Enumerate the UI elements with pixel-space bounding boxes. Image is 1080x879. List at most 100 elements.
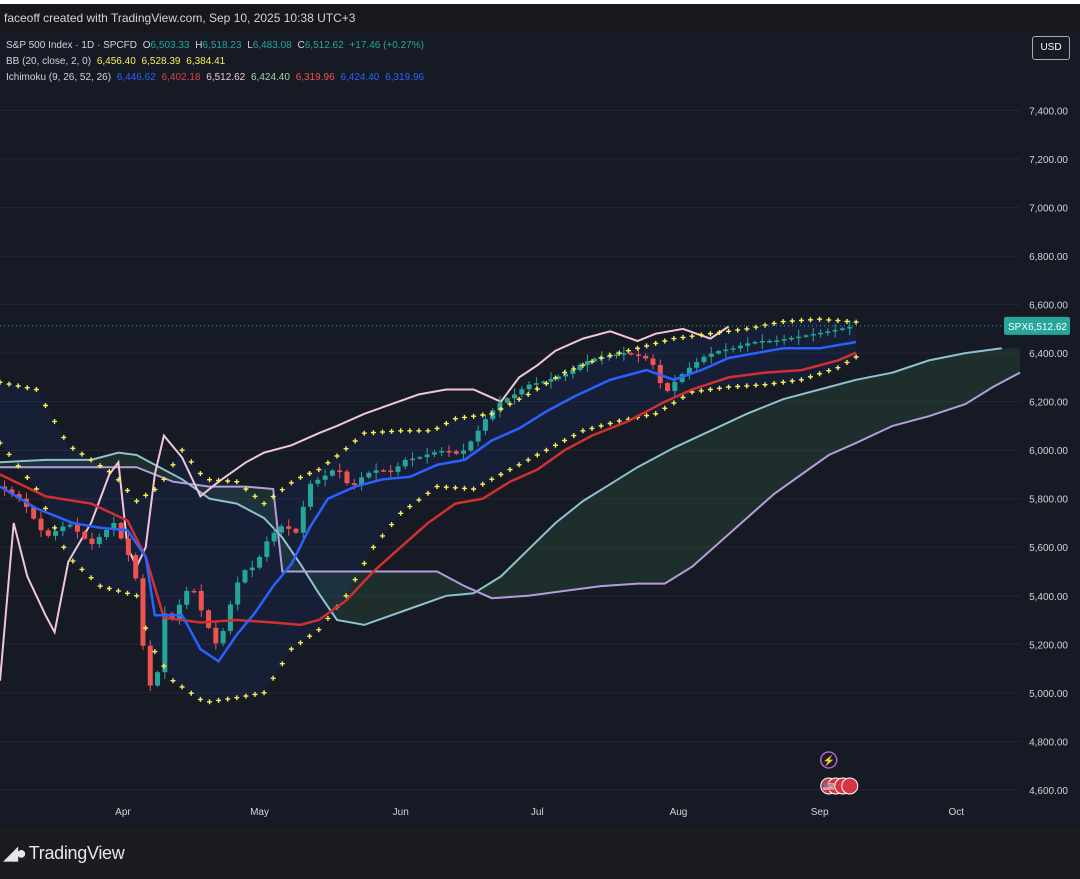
y-axis-tick-label: 7,400.00 — [1029, 107, 1068, 118]
chart-panel[interactable]: 4,600.00 4,800.00 5,000.00 5,200.00 5,400.00… — [0, 32, 1080, 828]
candle-body — [380, 470, 386, 472]
candle-body — [570, 369, 576, 374]
candle-body — [198, 590, 204, 611]
candle-body — [424, 454, 430, 458]
candle-body — [453, 451, 459, 454]
candle-body — [74, 524, 80, 532]
y-axis-tick-label: 7,200.00 — [1029, 155, 1068, 166]
candle-body — [737, 345, 743, 349]
ichimoku-extra2-value: 6,319.96 — [385, 72, 425, 83]
bb-lower-value: 6,384.41 — [186, 56, 226, 67]
candle-body — [584, 361, 590, 365]
candle-body — [439, 451, 445, 453]
last-price-symbol: SPX — [1008, 322, 1028, 333]
candle-body — [839, 328, 845, 330]
candle-body — [220, 630, 226, 644]
candle-body — [621, 353, 627, 355]
candle-body — [548, 379, 554, 382]
bb-lower-band — [0, 354, 859, 705]
lightning-icon: ⚡ — [823, 754, 835, 767]
candle-body — [847, 327, 853, 329]
conversion-line — [0, 340, 857, 664]
ohlc-low-value: 6,483.08 — [252, 40, 292, 51]
candle-body — [315, 479, 321, 484]
earnings-event-badge — [820, 751, 838, 769]
candle-body — [606, 355, 612, 358]
candle-body — [665, 383, 671, 391]
candle-body — [541, 381, 547, 384]
candle-body — [614, 354, 620, 356]
candle-body — [125, 538, 131, 556]
price-chart[interactable]: 4,600.00 4,800.00 5,000.00 5,200.00 5,400.00… — [0, 32, 1080, 828]
candle-body — [147, 645, 153, 686]
candle-body — [796, 336, 802, 339]
candle-body — [701, 356, 707, 363]
candle-body — [96, 536, 102, 544]
candle-body — [577, 364, 583, 370]
ohlc-close-value: 6,512.62 — [304, 40, 344, 51]
x-axis-tick-label: Oct — [948, 807, 964, 818]
candle-body — [322, 475, 328, 480]
candle-body — [475, 430, 481, 442]
y-axis-tick-label: 6,400.00 — [1029, 349, 1068, 360]
candle-body — [388, 470, 394, 473]
ichimoku-label: Ichimoku (9, 26, 52, 26) — [6, 72, 112, 83]
candle-body — [82, 531, 88, 539]
brand-name: TradingView — [28, 843, 125, 863]
y-axis-tick-label: 5,000.00 — [1029, 689, 1068, 700]
x-axis-tick-label: Aug — [670, 807, 688, 818]
y-axis-tick-label: 6,200.00 — [1029, 398, 1068, 409]
ichimoku-lead1-value: 6,424.40 — [251, 72, 290, 83]
candle-body — [694, 362, 700, 368]
currency-button[interactable]: USD — [1032, 36, 1070, 60]
y-axis-tick-label: 6,000.00 — [1029, 446, 1068, 457]
candle-body — [206, 610, 212, 628]
candle-body — [825, 331, 831, 333]
candle-body — [293, 528, 299, 533]
candle-body — [592, 358, 598, 362]
candle-body — [45, 530, 51, 536]
legend-bb-row: BB (20, close, 2, 0) 6,456.40 6,528.39 6… — [6, 54, 427, 70]
candle-body — [140, 578, 146, 646]
tv-logo-icon: ◢● — [4, 843, 27, 863]
candle-body — [395, 466, 401, 472]
candle-body — [563, 373, 569, 377]
candle-body — [191, 590, 197, 593]
y-axis-tick-label: 5,200.00 — [1029, 640, 1068, 651]
y-axis-tick-label: 4,600.00 — [1029, 786, 1068, 797]
candle-body — [402, 459, 408, 467]
candle-body — [213, 627, 219, 644]
candle-body — [104, 529, 110, 537]
candle-body — [176, 604, 182, 620]
candle-body — [446, 451, 452, 453]
ohlc-change-value: +17.46 (+0.27%) — [349, 40, 424, 51]
ichimoku-extra1-value: 6,424.40 — [340, 72, 380, 83]
candle-body — [650, 358, 656, 365]
candle-body — [417, 457, 423, 459]
candle-body — [184, 590, 190, 605]
leading-span-b-line — [0, 371, 1021, 600]
candle-body — [16, 494, 22, 499]
candle-body — [512, 394, 518, 399]
x-axis-tick-label: Jun — [393, 807, 409, 818]
candle-body — [373, 470, 379, 473]
candle-body — [781, 339, 787, 341]
ohlc-high-key: H — [195, 40, 203, 51]
candle-body — [410, 458, 416, 461]
candle-body — [31, 506, 37, 519]
candle-body — [257, 556, 263, 568]
candle-body — [716, 351, 722, 354]
candle-body — [359, 477, 365, 486]
candle-body — [810, 334, 816, 336]
tradingview-logo: ◢● TradingView — [4, 842, 125, 864]
candle-body — [818, 332, 824, 335]
candle-body — [278, 526, 284, 533]
candle-body — [555, 376, 561, 380]
candle-body — [767, 341, 773, 343]
last-price-badge — [1004, 316, 1070, 335]
candle-body — [752, 341, 758, 344]
candle-body — [133, 555, 139, 579]
candle-body — [329, 470, 335, 476]
bb-basis-value: 6,456.40 — [96, 56, 136, 67]
